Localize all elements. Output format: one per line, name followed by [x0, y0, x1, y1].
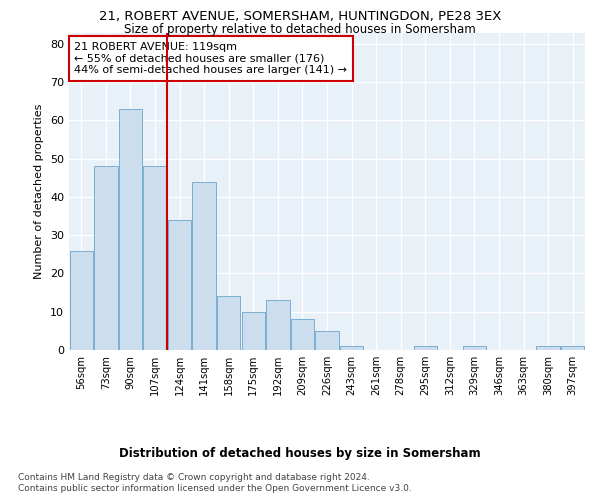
Bar [193, 182, 216, 350]
Bar [316, 331, 338, 350]
Bar [536, 346, 560, 350]
Bar [340, 346, 363, 350]
Text: Size of property relative to detached houses in Somersham: Size of property relative to detached ho… [124, 22, 476, 36]
Bar [266, 300, 290, 350]
Text: Distribution of detached houses by size in Somersham: Distribution of detached houses by size … [119, 448, 481, 460]
Bar [217, 296, 241, 350]
Text: Contains public sector information licensed under the Open Government Licence v3: Contains public sector information licen… [18, 484, 412, 493]
Bar [463, 346, 486, 350]
Bar [94, 166, 118, 350]
Bar [413, 346, 437, 350]
Bar [242, 312, 265, 350]
Text: 21, ROBERT AVENUE, SOMERSHAM, HUNTINGDON, PE28 3EX: 21, ROBERT AVENUE, SOMERSHAM, HUNTINGDON… [99, 10, 501, 23]
Y-axis label: Number of detached properties: Number of detached properties [34, 104, 44, 279]
Text: 21 ROBERT AVENUE: 119sqm
← 55% of detached houses are smaller (176)
44% of semi-: 21 ROBERT AVENUE: 119sqm ← 55% of detach… [74, 42, 347, 75]
Bar [70, 250, 93, 350]
Bar [291, 320, 314, 350]
Bar [143, 166, 167, 350]
Text: Contains HM Land Registry data © Crown copyright and database right 2024.: Contains HM Land Registry data © Crown c… [18, 472, 370, 482]
Bar [168, 220, 191, 350]
Bar [561, 346, 584, 350]
Bar [119, 109, 142, 350]
